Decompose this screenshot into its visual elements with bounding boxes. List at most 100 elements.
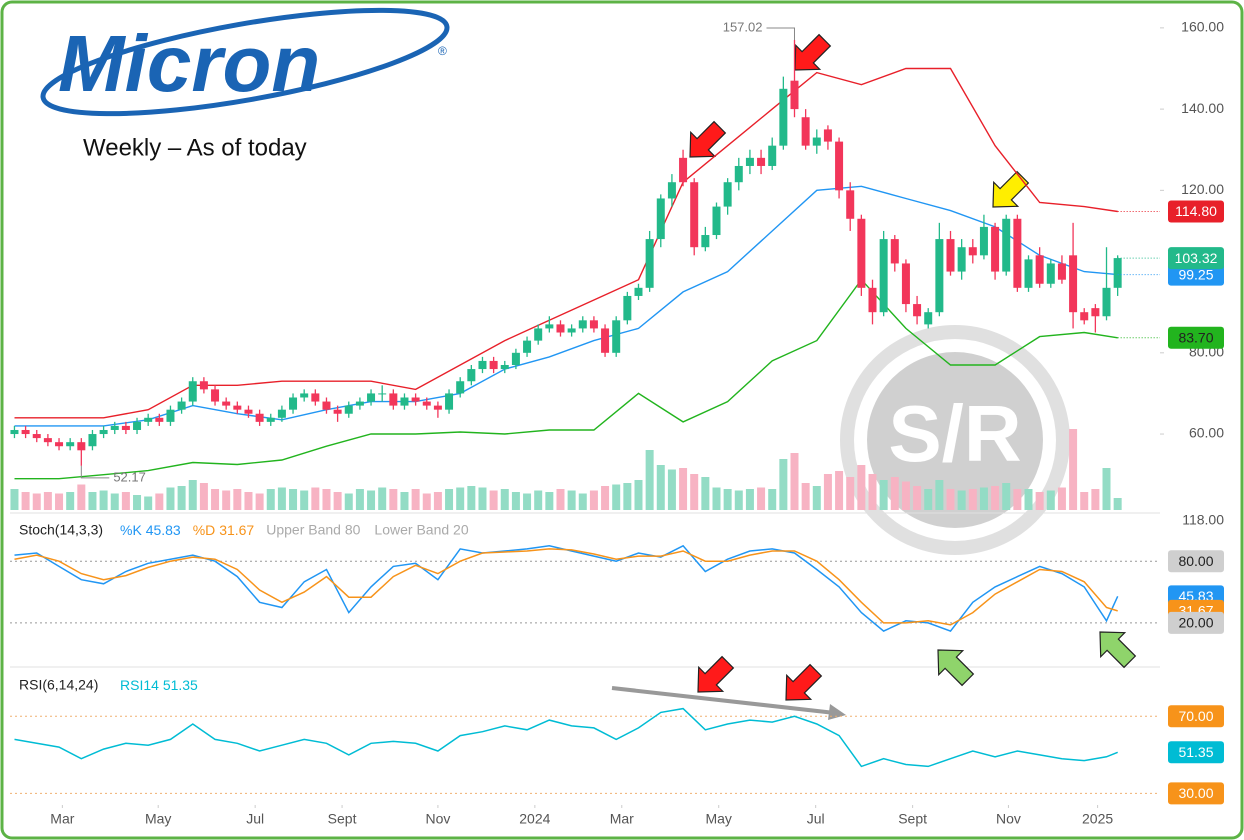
candle-body [534, 328, 543, 341]
candle-body [645, 239, 654, 288]
volume-bar [400, 492, 409, 510]
volume-bar [857, 465, 866, 510]
candle-body [812, 137, 821, 146]
candle-body [567, 328, 576, 333]
volume-bar [846, 477, 855, 510]
value-box [1168, 741, 1224, 764]
volume-bar [144, 496, 153, 510]
value-box-label: 20.00 [1178, 615, 1213, 631]
candle-body [133, 421, 142, 430]
volume-bar [779, 459, 788, 510]
x-tick-label: May [145, 811, 171, 827]
x-tick-label: Sept [898, 811, 927, 827]
y-tick-label: 160.00 [1181, 19, 1224, 35]
candle-body [400, 397, 409, 406]
candle-body [1002, 218, 1011, 272]
volume-bar [222, 490, 231, 510]
candle-body [768, 145, 777, 166]
volume-bar [946, 489, 955, 510]
volume-bar [545, 492, 554, 510]
volume-bar [32, 493, 41, 510]
volume-bar [523, 493, 532, 510]
value-box-label: 70.00 [1178, 708, 1213, 724]
volume-bar [289, 489, 298, 510]
value-box [1168, 550, 1224, 573]
min-label: 52.17 [113, 469, 146, 484]
volume-bar [712, 487, 721, 510]
volume-bar [768, 489, 777, 510]
indicator-line [14, 548, 1118, 626]
candle-body [77, 442, 86, 451]
candle-body [255, 413, 264, 422]
candle-body [188, 381, 197, 402]
value-box [1168, 247, 1224, 270]
volume-bar [378, 487, 387, 510]
volume-bar [723, 489, 732, 510]
candle-body [277, 409, 286, 418]
volume-bar [701, 477, 710, 510]
value-box-label: 99.25 [1178, 266, 1213, 282]
volume-bar [656, 465, 665, 510]
candle-body [857, 218, 866, 288]
volume-bar [901, 481, 910, 510]
volume-bar [601, 486, 610, 510]
value-box-label: 51.35 [1178, 744, 1213, 760]
volume-bar [21, 492, 30, 510]
subtitle: Weekly – As of today [83, 134, 307, 161]
candle-body [489, 360, 498, 370]
candle-body [467, 369, 476, 382]
candle-body [868, 287, 877, 313]
x-tick-label: 2024 [519, 811, 550, 827]
max-label: 157.02 [723, 19, 763, 34]
volume-bar [355, 489, 364, 510]
legend-band: Lower Band 20 [374, 522, 468, 538]
volume-bar [1046, 490, 1055, 510]
volume-bar [968, 489, 977, 510]
volume-bar [679, 468, 688, 510]
candle-body [913, 304, 922, 317]
candle-body [389, 393, 398, 406]
volume-bar [623, 483, 632, 510]
volume-bar [1113, 498, 1122, 510]
volume-bar [812, 486, 821, 510]
legend-value: 31.67 [219, 522, 254, 538]
candle-body [835, 141, 844, 191]
candle-body [222, 401, 231, 406]
candle-body [723, 182, 732, 207]
volume-bar [1057, 487, 1066, 510]
candle-body [433, 405, 442, 410]
volume-bar [1024, 489, 1033, 510]
volume-bar [556, 489, 565, 510]
candle-body [121, 425, 130, 430]
volume-bar [645, 450, 654, 510]
candle-body [478, 360, 487, 370]
candle-body [1024, 259, 1033, 288]
candle-body [511, 352, 520, 365]
candle-body [545, 324, 554, 329]
volume-bar [133, 495, 142, 510]
x-tick-label: Jul [246, 811, 264, 827]
candle-body [32, 434, 41, 439]
x-tick-label: Nov [425, 811, 450, 827]
legend-name: %K [120, 522, 142, 538]
candle-body [244, 409, 253, 414]
volume-bar [467, 486, 476, 510]
candle-body [801, 117, 810, 146]
volume-bar [935, 480, 944, 510]
legend-name: RSI14 [120, 677, 159, 693]
logo: Micron [58, 19, 320, 108]
volume-bar [1102, 468, 1111, 510]
candle-body [144, 417, 153, 422]
candle-body [935, 239, 944, 313]
volume-bar [43, 492, 52, 510]
volume-bar [690, 474, 699, 510]
volume-bar [500, 489, 509, 510]
volume-bar [10, 489, 19, 510]
candle-body [823, 129, 832, 142]
candle-body [378, 393, 387, 395]
candle-body [589, 320, 598, 329]
volume-bar [734, 490, 743, 510]
candle-body [155, 417, 164, 422]
value-box [1168, 705, 1224, 728]
arrow [794, 33, 832, 71]
